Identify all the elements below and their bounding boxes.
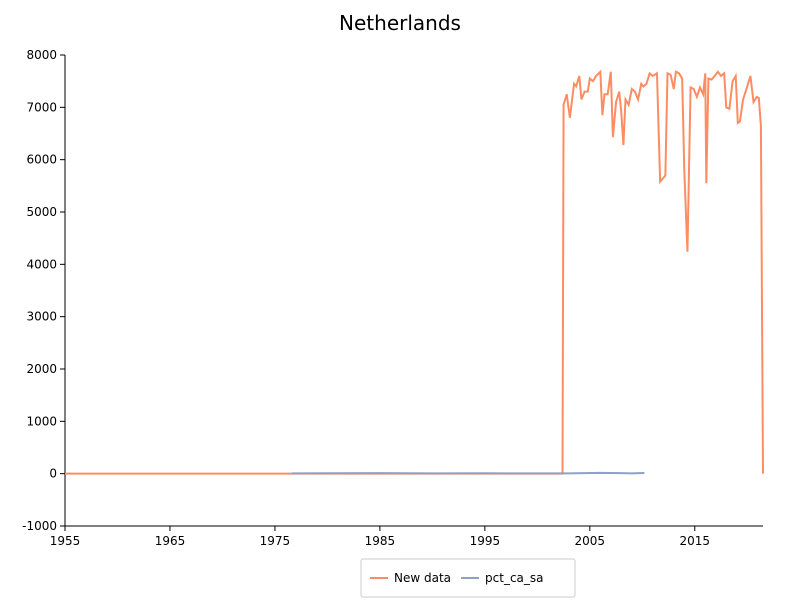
y-tick-label: 7000	[26, 100, 57, 114]
y-tick-label: 1000	[26, 414, 57, 428]
x-tick-label: 1975	[260, 534, 291, 548]
x-tick-label: 2005	[575, 534, 606, 548]
x-tick-label: 2015	[680, 534, 711, 548]
y-tick-label: 2000	[26, 362, 57, 376]
y-tick-label: 5000	[26, 205, 57, 219]
x-tick-label: 1965	[155, 534, 186, 548]
line	[65, 69, 764, 475]
y-tick-label: 0	[49, 467, 57, 481]
legend-label: New data	[394, 571, 451, 585]
y-tick-label: -1000	[22, 519, 57, 533]
y-tick-label: 3000	[26, 310, 57, 324]
x-tick-label: 1995	[470, 534, 501, 548]
y-tick-label: 4000	[26, 257, 57, 271]
y-tick-label: 8000	[26, 48, 57, 62]
legend-label: pct_ca_sa	[485, 571, 543, 585]
y-tick-label: 6000	[26, 153, 57, 167]
x-tick-label: 1955	[50, 534, 81, 548]
chart-title: Netherlands	[339, 11, 461, 35]
x-tick-label: 1985	[365, 534, 396, 548]
line	[291, 471, 645, 475]
